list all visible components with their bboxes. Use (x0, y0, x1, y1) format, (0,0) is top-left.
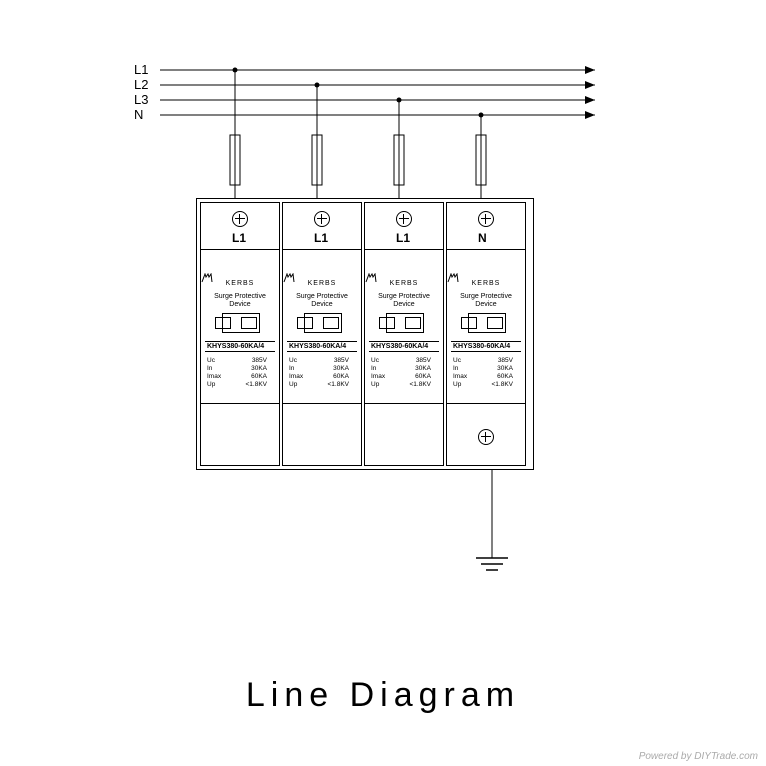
brand-text: KERBS (472, 280, 501, 287)
device-subtitle: Surge ProtectiveDevice (283, 293, 361, 308)
brand-text: KERBS (308, 280, 337, 287)
status-indicator (468, 313, 506, 333)
brand-logo-icon (201, 273, 213, 283)
spec-table: Uc385VIn30KAImax60KAUp<1.8KV (289, 357, 349, 390)
line-diagram-canvas: L1 L2 L3 N L1 KERBS Surge ProtectiveDevice… (0, 0, 766, 766)
brand-logo-icon (447, 273, 459, 283)
status-indicator (304, 313, 342, 333)
ground-screw-icon (478, 429, 494, 445)
terminal-screw-icon (478, 211, 494, 227)
label-N: N (134, 107, 143, 122)
device-subtitle: Surge ProtectiveDevice (365, 293, 443, 308)
terminal-label: N (478, 231, 487, 245)
brand-logo-icon (283, 273, 295, 283)
label-L2: L2 (134, 77, 148, 92)
terminal-label: L1 (232, 231, 246, 245)
spd-module-2: L1 KERBS Surge ProtectiveDevice KHYS380-60K… (364, 202, 444, 466)
terminal-screw-icon (314, 211, 330, 227)
terminal-label: L1 (314, 231, 328, 245)
brand-text: KERBS (390, 280, 419, 287)
brand-logo-icon (365, 273, 377, 283)
terminal-screw-icon (232, 211, 248, 227)
spd-module-0: L1 KERBS Surge ProtectiveDevice KHYS380-60K… (200, 202, 280, 466)
spd-module-1: L1 KERBS Surge ProtectiveDevice KHYS380-60K… (282, 202, 362, 466)
brand-row: KERBS (283, 273, 361, 287)
brand-text: KERBS (226, 280, 255, 287)
spec-table: Uc385VIn30KAImax60KAUp<1.8KV (453, 357, 513, 390)
diagram-title: Line Diagram (0, 676, 766, 715)
status-indicator (222, 313, 260, 333)
model-number: KHYS380-60KA/4 (369, 341, 439, 352)
model-number: KHYS380-60KA/4 (205, 341, 275, 352)
watermark: Powered by DIYTrade.com (639, 751, 758, 762)
brand-row: KERBS (447, 273, 525, 287)
spd-module-3: N KERBS Surge ProtectiveDevice KHYS380-60KA… (446, 202, 526, 466)
spec-table: Uc385VIn30KAImax60KAUp<1.8KV (371, 357, 431, 390)
model-number: KHYS380-60KA/4 (451, 341, 521, 352)
label-L1: L1 (134, 62, 148, 77)
terminal-label: L1 (396, 231, 410, 245)
brand-row: KERBS (365, 273, 443, 287)
terminal-screw-icon (396, 211, 412, 227)
label-L3: L3 (134, 92, 148, 107)
spec-table: Uc385VIn30KAImax60KAUp<1.8KV (207, 357, 267, 390)
status-indicator (386, 313, 424, 333)
model-number: KHYS380-60KA/4 (287, 341, 357, 352)
device-subtitle: Surge ProtectiveDevice (201, 293, 279, 308)
device-subtitle: Surge ProtectiveDevice (447, 293, 525, 308)
brand-row: KERBS (201, 273, 279, 287)
